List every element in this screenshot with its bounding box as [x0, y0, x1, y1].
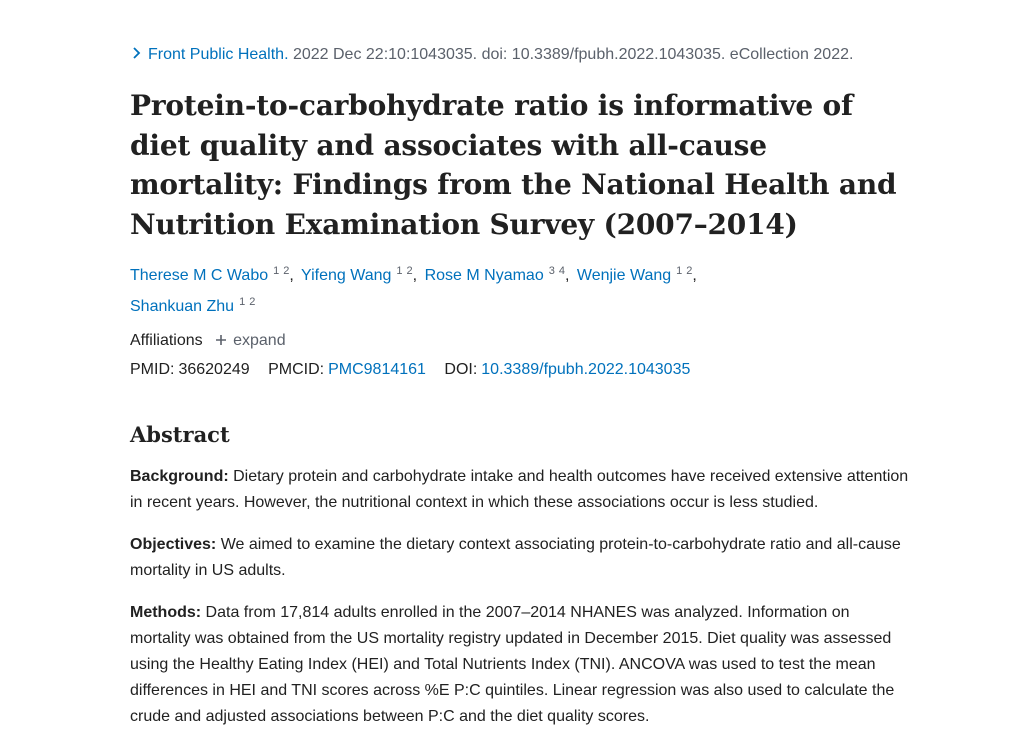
article-title: Protein-to-carbohydrate ratio is informa… — [130, 89, 897, 241]
expand-label: expand — [233, 332, 286, 349]
affiliation-ref[interactable]: 2 — [283, 265, 290, 277]
pmid-value: 36620249 — [178, 361, 250, 378]
chevron-right-icon[interactable] — [130, 46, 144, 60]
authors-list: Therese M C Wabo 1 2, Yifeng Wang 1 2, Rose … — [130, 258, 910, 320]
affiliations-label: Affiliations — [130, 332, 203, 349]
abstract-background: Background: Dietary protein and carbohyd… — [130, 464, 910, 516]
author-separator: , — [412, 267, 418, 284]
affiliation-ref[interactable]: 4 — [558, 265, 565, 277]
doi-label: DOI: — [444, 361, 478, 378]
author-link[interactable]: Yifeng Wang — [300, 267, 392, 284]
affiliation-ref[interactable]: 2 — [406, 265, 413, 277]
abstract-methods: Methods: Data from 17,814 adults enrolle… — [130, 600, 910, 730]
plus-icon — [215, 334, 227, 346]
affiliations-expand-button[interactable]: expand — [215, 332, 286, 349]
section-label: Objectives: — [130, 536, 217, 554]
affiliation-ref[interactable]: 2 — [686, 265, 693, 277]
author-link[interactable]: Shankuan Zhu — [130, 298, 235, 315]
pmid-label: PMID: — [130, 361, 175, 378]
section-label: Methods: — [130, 604, 202, 622]
journal-link[interactable]: Front Public Health. — [148, 46, 289, 63]
section-text: Data from 17,814 adults enrolled in the … — [130, 604, 895, 726]
author-separator: , — [289, 267, 294, 284]
section-label: Background: — [130, 468, 229, 486]
identifiers-row: PMID: 36620249 PMCID: PMC9814161 DOI: 10.33… — [130, 358, 910, 382]
author-link[interactable]: Rose M Nyamao — [424, 267, 544, 284]
citation-details: 2022 Dec 22:10:1043035. doi: 10.3389/fpu… — [288, 46, 854, 63]
affiliation-ref[interactable]: 1 — [239, 296, 246, 308]
article-content: Front Public Health. 2022 Dec 22:10:1043… — [130, 42, 910, 746]
pmcid-link[interactable]: PMC9814161 — [328, 361, 426, 378]
author-separator: , — [692, 267, 697, 284]
author-link[interactable]: Therese M C Wabo — [130, 267, 269, 284]
author-separator: , — [564, 267, 570, 284]
author-link[interactable]: Wenjie Wang — [576, 267, 672, 284]
affiliation-ref[interactable]: 1 — [396, 265, 403, 277]
section-text: Dietary protein and carbohydrate intake … — [130, 468, 909, 512]
affiliation-ref[interactable]: 1 — [273, 265, 280, 277]
affiliation-ref[interactable]: 2 — [249, 296, 256, 308]
citation: Front Public Health. 2022 Dec 22:10:1043… — [130, 42, 910, 68]
affiliations-row: Affiliations expand — [130, 329, 910, 353]
abstract-objectives: Objectives: We aimed to examine the diet… — [130, 532, 910, 584]
doi-link[interactable]: 10.3389/fpubh.2022.1043035 — [481, 361, 691, 378]
abstract-heading: Abstract — [130, 422, 230, 447]
doi-group: DOI: 10.3389/fpubh.2022.1043035 — [444, 361, 690, 378]
pmcid-group: PMCID: PMC9814161 — [268, 361, 426, 378]
pmid-group: PMID: 36620249 — [130, 361, 250, 378]
pmcid-label: PMCID: — [268, 361, 325, 378]
affiliation-ref[interactable]: 3 — [548, 265, 555, 277]
affiliation-ref[interactable]: 1 — [676, 265, 683, 277]
section-text: We aimed to examine the dietary context … — [130, 536, 901, 580]
